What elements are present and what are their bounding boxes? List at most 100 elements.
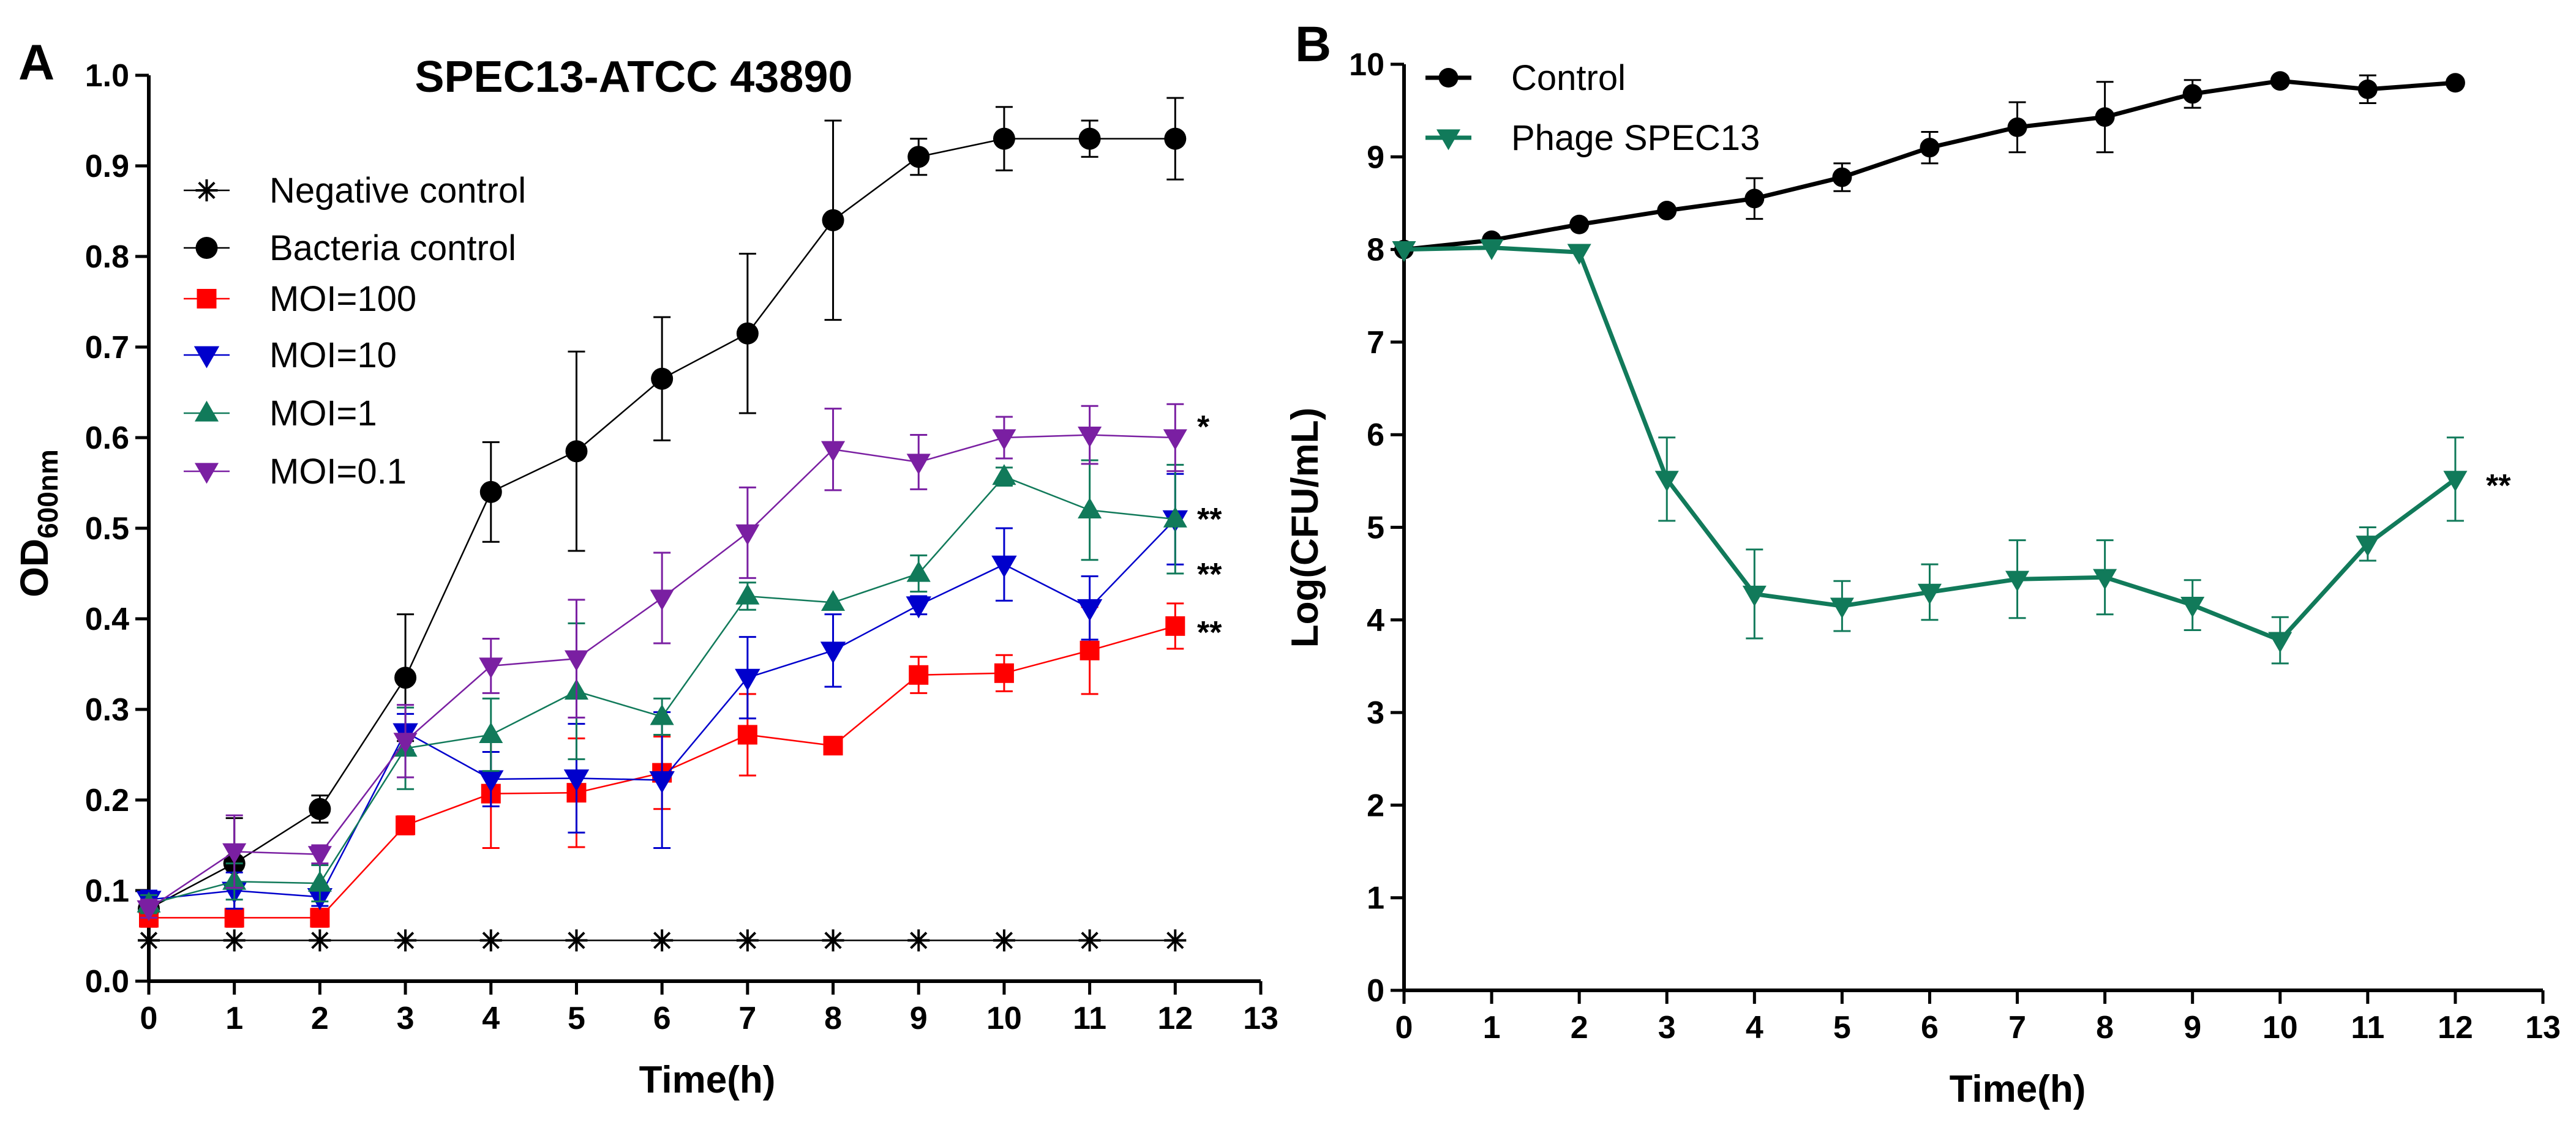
- panel-b-series-control: [1394, 71, 2465, 260]
- panel-b-y-tick-label: 4: [1367, 603, 1384, 638]
- panel-a-data-point: [651, 367, 674, 390]
- panel-b-legend-item-phage-spec13: Phage SPEC13: [1425, 118, 1760, 158]
- panel-b-x-tick-label: 1: [1483, 1010, 1501, 1045]
- panel-a-data-point: [223, 929, 246, 952]
- panel-a-data-point: [1076, 599, 1103, 621]
- panel-b-x-tick-label: 13: [2525, 1010, 2561, 1045]
- panel-b-y-tick-label: 7: [1367, 325, 1384, 361]
- panel-a-data-point: [906, 596, 931, 619]
- panel-a-data-point: [735, 668, 760, 691]
- panel-a-legend-marker: [193, 346, 220, 368]
- panel-b-data-point: [1654, 471, 1679, 492]
- panel-b-legend: Control Phage SPEC13: [1425, 58, 1760, 158]
- panel-a-data-point: [650, 589, 674, 611]
- panel-a-significance-annotation: *: [1197, 409, 1210, 445]
- panel-a-legend-marker: [195, 237, 218, 259]
- panel-a-data-point: [1080, 640, 1100, 660]
- panel-a-y-tick-label: 0.5: [85, 511, 129, 547]
- panel-a-y-tick-label: 0.9: [85, 149, 129, 184]
- panel-b-legend-marker: [1436, 129, 1461, 151]
- panel-b-y-tick-label: 5: [1367, 510, 1384, 546]
- panel-a-title: SPEC13-ATCC 43890: [415, 53, 853, 102]
- panel-a-data-point: [1078, 929, 1101, 952]
- panel-a-data-point: [822, 929, 844, 952]
- panel-b-data-point: [2093, 569, 2117, 590]
- panel-a-data-point: [307, 870, 332, 892]
- panel-a-data-point: [994, 663, 1014, 683]
- panel-a-legend-marker: [194, 400, 219, 422]
- panel-a-data-point: [222, 843, 247, 864]
- panel-a-data-point: [393, 733, 418, 754]
- panel-a-data-point: [1163, 506, 1187, 528]
- panel-a-x-tick-label: 7: [738, 1001, 756, 1036]
- panel-b-x-tick-label: 6: [1921, 1010, 1939, 1045]
- panel-a-y-tick-label: 0.7: [85, 330, 129, 365]
- panel-b-series-line: [1403, 78, 2456, 252]
- panel-a-y-tick-label: 0.4: [85, 602, 129, 637]
- panel-b-data-point: [1479, 239, 1504, 260]
- panel-a-significance-annotation: **: [1197, 557, 1222, 592]
- panel-b-legend-item-control: Control: [1425, 58, 1626, 98]
- panel-b-y-tick-label: 8: [1367, 233, 1384, 268]
- panel-b-y-tick-label: 9: [1367, 140, 1384, 175]
- panel-a-data-point: [737, 725, 757, 745]
- panel-a-legend-item-negative-control: Negative control: [184, 171, 526, 211]
- panel-a-data-point: [820, 641, 846, 664]
- panel-a-y-tick-label: 0.1: [85, 873, 129, 909]
- panel-a-label: A: [18, 35, 54, 91]
- panel-a-series-negative-control: [138, 929, 1187, 952]
- panel-a-x-tick-label: 8: [824, 1001, 842, 1036]
- panel-a-data-point: [822, 209, 844, 231]
- panel-a-data-point: [907, 146, 930, 168]
- panel-b-x-tick-label: 0: [1395, 1010, 1413, 1045]
- panel-b-x-tick-label: 9: [2184, 1010, 2201, 1045]
- panel-b-x-tick-label: 7: [2008, 1010, 2026, 1045]
- panel-a-data-point: [479, 929, 502, 952]
- panel-b-x-axis-label: Time(h): [1950, 1068, 2086, 1110]
- panel-a-x-tick-label: 9: [910, 1001, 928, 1036]
- panel-b-annotations: **: [2486, 468, 2511, 504]
- panel-b-legend-marker: [1438, 68, 1459, 88]
- panel-b-data-point: [2357, 79, 2378, 99]
- panel-a-data-point: [993, 929, 1015, 952]
- panel-b-y-tick-label: 6: [1367, 417, 1384, 453]
- panel-a-chart: A SPEC13-ATCC 43890 0 1 2 3 4 5 6 7 8 9 10 11 12 130.…: [12, 35, 1279, 1101]
- panel-a-y-tick-label: 1.0: [85, 58, 129, 94]
- panel-a-data-point: [651, 929, 674, 952]
- panel-a-legend-label: Negative control: [269, 171, 526, 211]
- panel-a-y-axis-label-sub: 600nm: [32, 449, 64, 539]
- panel-b-y-axis-label: Log(CFU/mL): [1284, 408, 1326, 648]
- panel-a-y-tick-label: 0.3: [85, 692, 129, 728]
- panel-a-data-point: [991, 555, 1017, 578]
- panel-b-data-point: [2007, 117, 2027, 137]
- panel-a-x-tick-label: 10: [986, 1001, 1022, 1036]
- panel-a-data-point: [396, 815, 416, 835]
- panel-a-data-point: [137, 900, 161, 921]
- panel-b-x-tick-label: 5: [1833, 1010, 1851, 1045]
- panel-b-data-point: [1569, 214, 1590, 234]
- panel-a-x-tick-label: 5: [568, 1001, 585, 1036]
- panel-a-x-tick-label: 13: [1243, 1001, 1279, 1036]
- panel-b-data-point: [1830, 597, 1854, 619]
- panel-b-data-point: [1744, 189, 1765, 209]
- panel-a-data-point: [736, 929, 759, 952]
- panel-b-data-point: [2356, 536, 2380, 557]
- panel-a-data-point: [479, 480, 502, 503]
- panel-a-x-tick-label: 11: [1073, 1001, 1106, 1036]
- panel-b-data-point: [1920, 138, 1940, 158]
- panel-a-data-point: [564, 650, 589, 671]
- panel-a-y-tick-label: 0.2: [85, 783, 129, 818]
- panel-a-legend-item-moi-10: MOI=10: [184, 335, 397, 375]
- panel-a-significance-annotation: **: [1197, 502, 1222, 537]
- panel-b-x-tick-label: 4: [1746, 1010, 1763, 1045]
- panel-b-x-tick-label: 8: [2096, 1010, 2114, 1045]
- panel-b-data-point: [2180, 596, 2205, 618]
- panel-a-data-point: [565, 440, 588, 463]
- panel-b-x-tick-label: 11: [2351, 1010, 2384, 1045]
- panel-a-y-axis-label: OD600nm: [12, 449, 64, 597]
- panel-b-data-point: [1832, 167, 1852, 187]
- panel-a-legend-item-moi-100: MOI=100: [184, 279, 416, 319]
- panel-a-data-point: [1164, 127, 1187, 150]
